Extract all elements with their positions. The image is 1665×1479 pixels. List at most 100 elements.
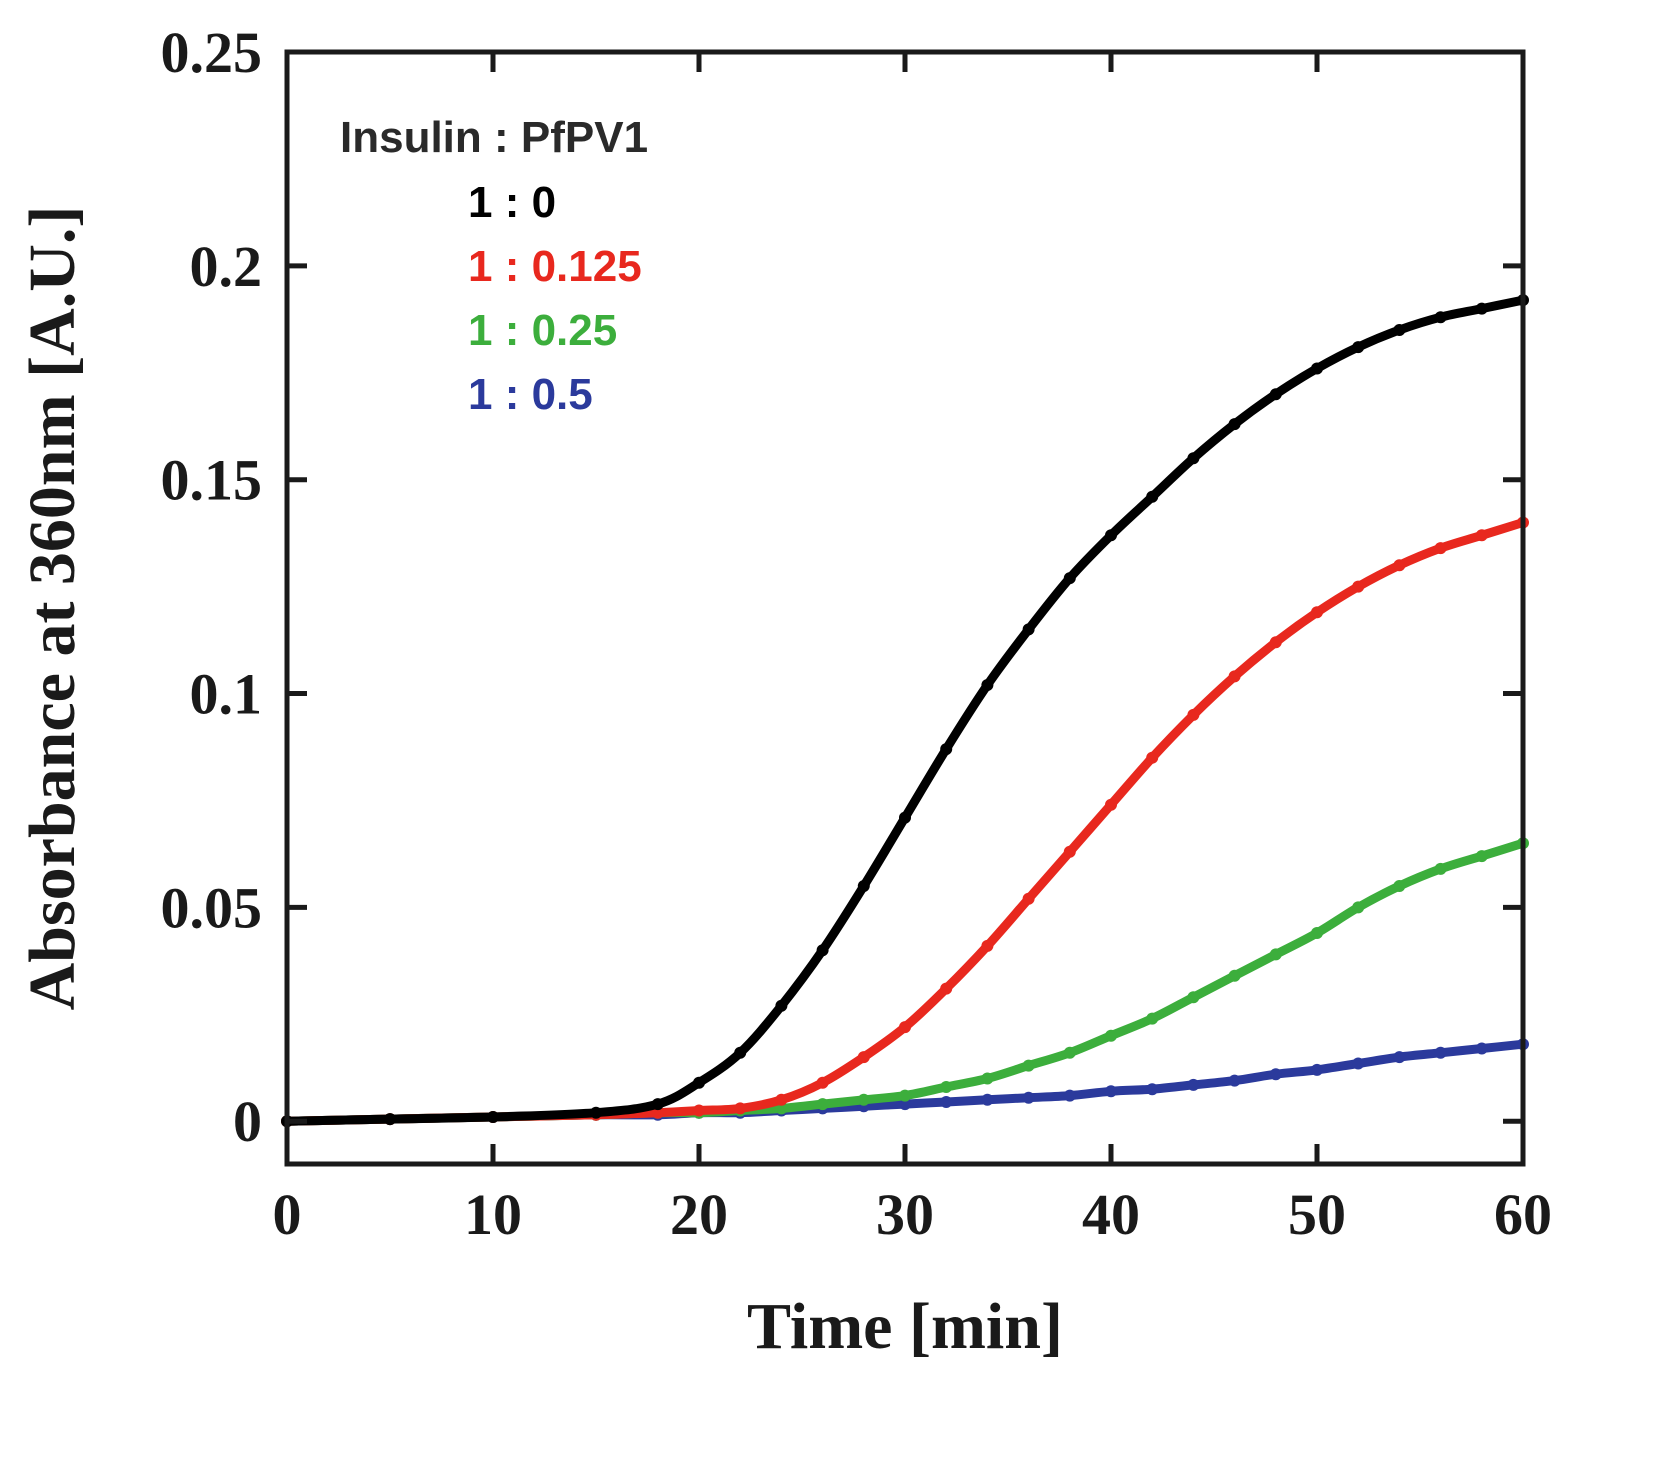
data-point (1146, 1012, 1159, 1025)
data-point (1393, 559, 1406, 572)
data-point (1475, 1042, 1488, 1055)
x-tick-label: 10 (464, 1182, 522, 1247)
y-tick-label: 0.1 (190, 662, 263, 727)
data-point (1022, 1059, 1035, 1072)
data-point (899, 1098, 911, 1111)
data-point (1228, 418, 1241, 431)
data-point (1228, 969, 1241, 982)
data-point (940, 1081, 953, 1093)
data-point (1269, 636, 1282, 649)
data-point (1311, 1063, 1323, 1076)
data-point (693, 1076, 705, 1089)
series-markers (281, 294, 1529, 1128)
data-point (1228, 670, 1241, 683)
data-point (384, 1113, 396, 1126)
series-layer (281, 294, 1529, 1128)
data-point (1063, 572, 1076, 585)
data-point (1022, 1091, 1035, 1104)
legend-entry: 1 : 0.25 (468, 306, 617, 355)
data-point (899, 811, 911, 824)
data-point (899, 1089, 911, 1102)
data-point (940, 743, 953, 756)
legend-title: Insulin : PfPV1 (340, 113, 648, 162)
data-point (1352, 901, 1365, 914)
data-point (487, 1111, 499, 1123)
data-point (1311, 927, 1323, 939)
data-point (734, 1046, 747, 1059)
data-point (940, 1096, 953, 1108)
data-point (590, 1106, 602, 1119)
data-point (1434, 1046, 1447, 1059)
data-point (1022, 892, 1035, 905)
y-tick-label: 0.2 (190, 234, 263, 299)
data-point (1434, 542, 1447, 555)
data-point (857, 1093, 870, 1106)
y-axis-title: Absorbance at 360nm [A.U.] (16, 206, 89, 1011)
data-point (775, 1102, 788, 1115)
x-tick-label: 60 (1494, 1182, 1552, 1247)
data-point (775, 999, 788, 1012)
data-point (1105, 1085, 1117, 1098)
x-tick-label: 50 (1288, 1182, 1346, 1247)
data-point (816, 1076, 829, 1089)
data-point (1187, 1078, 1200, 1091)
data-point (775, 1093, 788, 1106)
legend-entry: 1 : 0.125 (468, 242, 642, 291)
data-point (1311, 362, 1323, 375)
x-tick-label: 20 (670, 1182, 728, 1247)
data-point (857, 1051, 870, 1064)
data-point (651, 1106, 664, 1119)
data-point (1434, 862, 1447, 875)
data-point (1393, 1051, 1406, 1064)
data-point (1187, 991, 1200, 1004)
data-point (1228, 1074, 1241, 1087)
data-point (1269, 388, 1282, 401)
data-point (1146, 1083, 1159, 1096)
data-point (981, 1093, 994, 1106)
data-point (1105, 529, 1117, 542)
data-point (1393, 880, 1406, 892)
data-point (1352, 580, 1365, 593)
data-point (1187, 452, 1200, 465)
data-point (1063, 845, 1076, 858)
x-axis-title: Time [min] (747, 1290, 1063, 1363)
y-tick-label: 0.25 (161, 20, 263, 85)
data-point (1269, 948, 1282, 961)
y-tick-label: 0 (233, 1089, 262, 1154)
data-point (1269, 1068, 1282, 1081)
data-point (1434, 311, 1447, 324)
data-point (940, 982, 953, 995)
data-point (857, 880, 870, 892)
legend-entry: 1 : 0.5 (468, 370, 593, 419)
data-point (1393, 324, 1406, 336)
data-point (816, 944, 829, 957)
tick-labels-layer: 0 10 20 30 40 50 60 0 0.05 0.1 0.15 0.2 0.25 (161, 20, 1553, 1247)
x-tick-label: 0 (273, 1182, 302, 1247)
data-point (1475, 850, 1488, 863)
data-point (981, 679, 994, 691)
data-point (734, 1102, 747, 1115)
data-point (899, 1021, 911, 1034)
y-tick-label: 0.05 (161, 875, 263, 940)
data-point (1105, 1029, 1117, 1042)
data-point (1475, 302, 1488, 315)
data-point (1475, 529, 1488, 542)
y-tick-label: 0.15 (161, 448, 263, 513)
data-point (1063, 1089, 1076, 1102)
plot-frame (284, 49, 1526, 1167)
data-point (1311, 606, 1323, 619)
data-point (1105, 798, 1117, 811)
x-tick-label: 30 (876, 1182, 934, 1247)
data-point (816, 1098, 829, 1111)
data-point (1146, 490, 1159, 503)
x-tick-label: 40 (1082, 1182, 1140, 1247)
legend: Insulin : PfPV1 1 : 0 1 : 0.125 1 : 0.25 1 … (340, 113, 648, 419)
data-point (981, 1072, 994, 1085)
data-point (1187, 708, 1200, 721)
data-point (693, 1104, 705, 1117)
data-point (1352, 341, 1365, 354)
legend-entry: 1 : 0 (468, 178, 556, 227)
data-point (1352, 1057, 1365, 1070)
